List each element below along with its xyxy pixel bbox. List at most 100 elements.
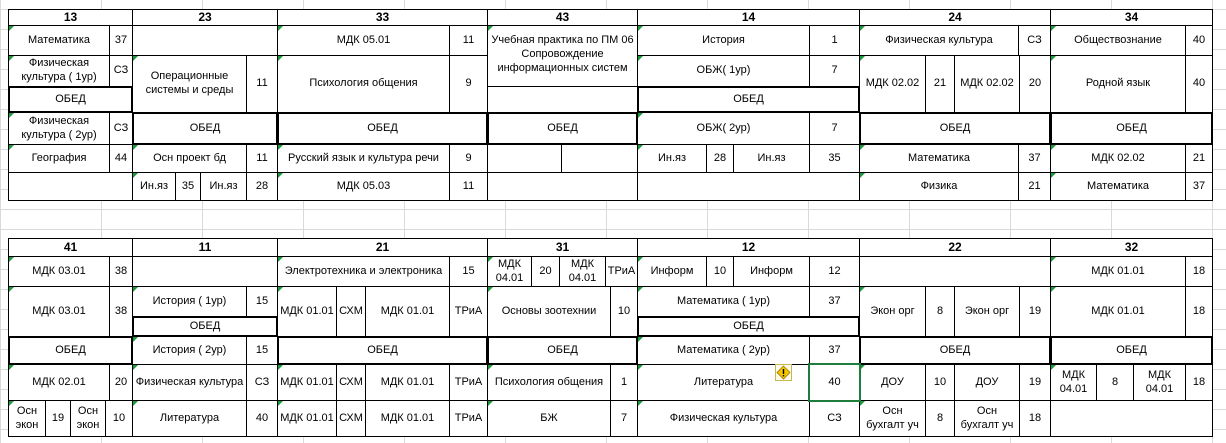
- subject-cell[interactable]: История: [637, 25, 810, 56]
- subject-cell[interactable]: Математика: [859, 144, 1019, 173]
- room-cell[interactable]: 20: [109, 364, 133, 401]
- group-header-13[interactable]: 13: [8, 9, 133, 26]
- group-header-43[interactable]: 43: [487, 9, 638, 26]
- group-header-31[interactable]: 31: [487, 238, 638, 257]
- room-cell[interactable]: 20: [1019, 55, 1051, 113]
- subject-cell[interactable]: Операционные системы и среды: [132, 55, 247, 113]
- subject-cell[interactable]: Основы зоотехнии: [487, 286, 611, 337]
- room-cell[interactable]: 19: [1019, 364, 1051, 401]
- group-header-23[interactable]: 23: [132, 9, 278, 26]
- empty-cell[interactable]: [8, 172, 133, 201]
- room-cell[interactable]: СХМ: [336, 400, 366, 437]
- group-header-41[interactable]: 41: [8, 238, 133, 257]
- room-cell[interactable]: 19: [45, 400, 71, 437]
- lunch-cell[interactable]: ОБЕД: [637, 86, 860, 113]
- room-cell[interactable]: СХМ: [336, 286, 366, 337]
- room-cell[interactable]: СХМ: [336, 364, 366, 401]
- subject-cell[interactable]: Электротехника и электроника: [277, 256, 450, 287]
- subject-cell[interactable]: МДК 02.01: [8, 364, 110, 401]
- lunch-cell[interactable]: ОБЕД: [8, 86, 133, 113]
- subject-cell[interactable]: ОБЖ( 1ур): [637, 55, 810, 87]
- room-cell[interactable]: 11: [449, 25, 488, 56]
- lunch-cell[interactable]: ОБЕД: [1050, 336, 1213, 365]
- subject-cell[interactable]: МДК 05.03: [277, 172, 450, 201]
- subject-cell[interactable]: МДК 01.01: [277, 364, 337, 401]
- room-cell[interactable]: 40: [1185, 25, 1213, 56]
- room-cell[interactable]: 44: [109, 144, 133, 173]
- subject-cell[interactable]: Ин.яз: [733, 144, 810, 173]
- subject-cell[interactable]: Физическая культура: [859, 25, 1019, 56]
- subject-cell[interactable]: История ( 2ур): [132, 336, 247, 365]
- subject-cell[interactable]: МДК 03.01: [8, 256, 110, 287]
- group-header-22[interactable]: 22: [859, 238, 1051, 257]
- subject-cell[interactable]: МДК 04.01: [1050, 364, 1097, 401]
- room-cell[interactable]: СЗ: [809, 400, 860, 437]
- subject-cell[interactable]: Экон орг: [859, 286, 926, 337]
- subject-cell[interactable]: Осн экон: [70, 400, 106, 437]
- lunch-cell[interactable]: ОБЕД: [132, 112, 278, 145]
- group-header-32[interactable]: 32: [1050, 238, 1213, 257]
- room-cell[interactable]: 35: [175, 172, 201, 201]
- group-header-14[interactable]: 14: [637, 9, 860, 26]
- subject-cell[interactable]: Осн проект бд: [132, 144, 247, 173]
- room-cell[interactable]: 40: [1185, 55, 1213, 113]
- room-cell[interactable]: 18: [1185, 286, 1213, 337]
- room-cell[interactable]: 37: [1018, 144, 1051, 173]
- subject-cell[interactable]: Экон орг: [954, 286, 1020, 337]
- room-cell[interactable]: ТРиА: [449, 286, 488, 337]
- room-cell[interactable]: 1: [610, 364, 638, 401]
- room-cell[interactable]: 28: [706, 144, 734, 173]
- room-cell[interactable]: 18: [1019, 400, 1051, 437]
- room-cell[interactable]: 1: [809, 25, 860, 56]
- room-cell[interactable]: СЗ: [1018, 25, 1051, 56]
- subject-cell[interactable]: Обществознание: [1050, 25, 1186, 56]
- subject-cell[interactable]: Психология общения: [277, 55, 450, 113]
- group-header-34[interactable]: 34: [1050, 9, 1213, 26]
- subject-cell[interactable]: География: [8, 144, 110, 173]
- subject-cell[interactable]: Литература: [132, 400, 247, 437]
- empty-cell[interactable]: [487, 86, 638, 113]
- subject-cell[interactable]: БЖ: [487, 400, 611, 437]
- subject-cell[interactable]: Осн бухгалт уч: [859, 400, 926, 437]
- room-cell[interactable]: 10: [610, 286, 638, 337]
- subject-cell[interactable]: МДК 04.01: [1133, 364, 1186, 401]
- lunch-cell[interactable]: ОБЕД: [859, 112, 1051, 145]
- subject-cell[interactable]: История ( 1ур): [132, 286, 247, 317]
- room-cell[interactable]: 7: [610, 400, 638, 437]
- room-cell[interactable]: 15: [449, 256, 488, 287]
- subject-cell[interactable]: Физика: [859, 172, 1019, 201]
- room-cell[interactable]: 37: [809, 336, 860, 365]
- lunch-cell[interactable]: ОБЕД: [277, 112, 488, 145]
- room-cell[interactable]: 37: [1185, 172, 1213, 201]
- room-cell[interactable]: 11: [449, 172, 488, 201]
- room-cell[interactable]: 38: [109, 256, 133, 287]
- room-cell[interactable]: 10: [925, 364, 955, 401]
- group-header-24[interactable]: 24: [859, 9, 1051, 26]
- subject-cell[interactable]: МДК 01.01: [277, 286, 337, 337]
- empty-cell[interactable]: [1050, 400, 1213, 437]
- room-cell[interactable]: 35: [809, 144, 860, 173]
- group-header-11[interactable]: 11: [132, 238, 278, 257]
- room-cell[interactable]: СЗ: [109, 55, 133, 87]
- subject-cell[interactable]: Физическая культура ( 2ур): [8, 112, 110, 145]
- room-cell[interactable]: ТРиА: [449, 400, 488, 437]
- subject-cell[interactable]: Психология общения: [487, 364, 611, 401]
- room-cell[interactable]: 21: [1018, 172, 1051, 201]
- room-cell[interactable]: 19: [1019, 286, 1051, 337]
- subject-cell[interactable]: ДОУ: [859, 364, 926, 401]
- group-header-12[interactable]: 12: [637, 238, 860, 257]
- empty-cell[interactable]: [637, 172, 860, 201]
- room-cell[interactable]: 9: [449, 144, 488, 173]
- room-cell[interactable]: 37: [109, 25, 133, 56]
- subject-cell[interactable]: МДК 02.02: [954, 55, 1020, 113]
- room-cell[interactable]: 37: [809, 286, 860, 317]
- group-header-33[interactable]: 33: [277, 9, 488, 26]
- subject-cell[interactable]: Математика ( 2ур): [637, 336, 810, 365]
- subject-cell[interactable]: Ин.яз: [637, 144, 707, 173]
- subject-cell[interactable]: ДОУ: [954, 364, 1020, 401]
- subject-cell[interactable]: Осн бухгалт уч: [954, 400, 1020, 437]
- room-cell[interactable]: 15: [246, 286, 278, 317]
- subject-cell[interactable]: Русский язык и культура речи: [277, 144, 450, 173]
- subject-cell[interactable]: Информ: [637, 256, 707, 287]
- room-cell[interactable]: 15: [246, 336, 278, 365]
